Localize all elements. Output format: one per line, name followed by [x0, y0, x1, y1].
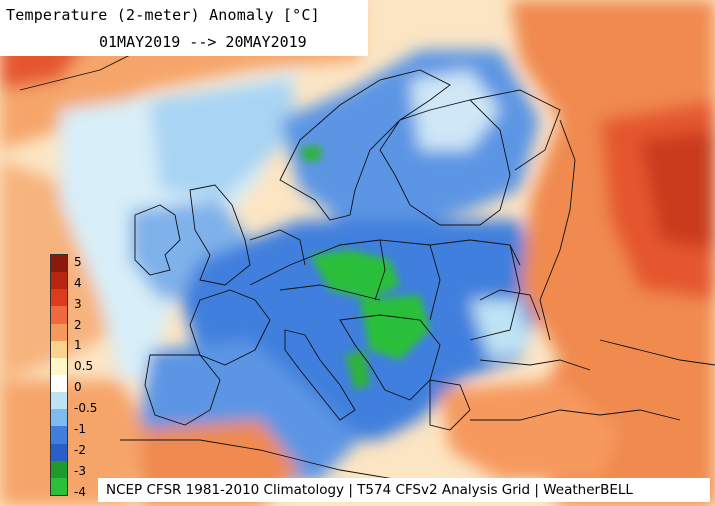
legend-swatch	[51, 443, 67, 462]
very-cold-patches	[300, 145, 430, 390]
legend-label: -2	[74, 442, 86, 457]
legend-label: -1	[74, 421, 86, 436]
country-borders	[19, 54, 715, 481]
legend-colorbar	[50, 254, 68, 496]
legend-label: -0.5	[74, 401, 98, 416]
legend-label: -4	[74, 484, 86, 499]
legend-swatch	[51, 409, 67, 427]
legend-swatch	[51, 375, 67, 393]
legend-swatch	[51, 340, 67, 359]
legend-label: 0	[74, 380, 82, 395]
title-box: Temperature (2-meter) Anomaly [°C] 01MAY…	[0, 0, 368, 56]
legend-label: 0.5	[74, 359, 94, 374]
legend-swatch	[51, 357, 67, 376]
legend-label: 3	[74, 296, 82, 311]
legend-swatch	[51, 306, 67, 325]
data-source-footer: NCEP CFSR 1981-2010 Climatology | T574 C…	[98, 478, 710, 502]
legend-swatch	[51, 289, 67, 307]
legend-swatch	[51, 460, 67, 479]
legend-swatch	[51, 255, 67, 273]
legend-swatch	[51, 426, 67, 445]
legend-label: 4	[74, 275, 82, 290]
legend-swatch	[51, 323, 67, 342]
legend-label: 5	[74, 255, 82, 269]
legend-swatch	[51, 272, 67, 290]
color-legend: 5 4 3 2 1 0.5 0 -0.5 -1 -2 -3 -4	[50, 254, 110, 499]
legend-swatch	[51, 477, 67, 496]
legend-label: 1	[74, 338, 82, 353]
map-title: Temperature (2-meter) Anomaly [°C]	[6, 6, 320, 24]
map-date-range: 01MAY2019 --> 20MAY2019	[99, 33, 307, 51]
legend-swatch	[51, 392, 67, 410]
legend-label: -3	[74, 463, 86, 478]
legend-label: 2	[74, 317, 82, 332]
